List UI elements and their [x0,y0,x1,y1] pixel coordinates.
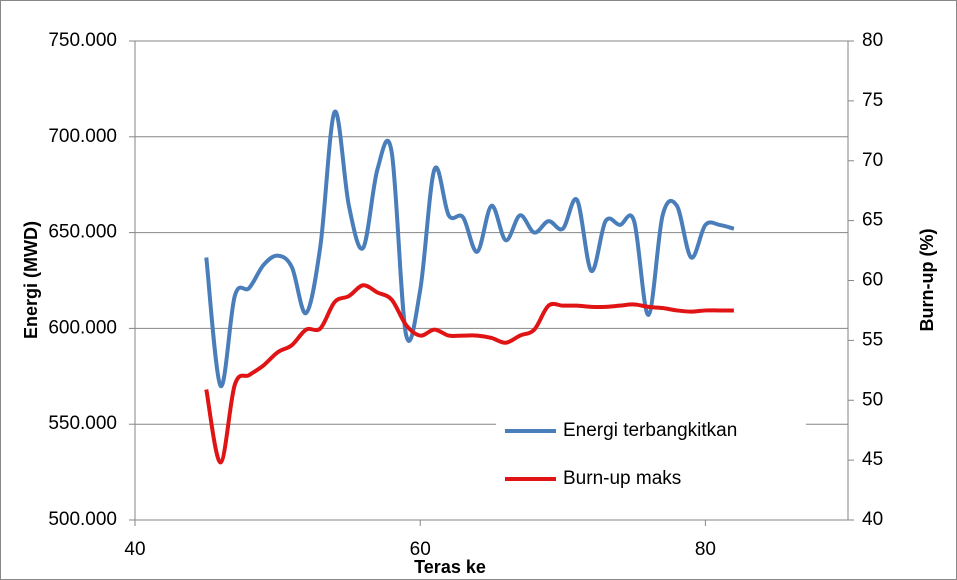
y2-axis-label: Burn-up (%) [917,229,937,332]
y2-tick-label: 70 [862,150,883,171]
y-axis-label: Energi (MWD) [21,221,41,339]
y2-tick-label: 55 [862,329,883,350]
legend-label: Energi terbangkitkan [563,420,737,441]
x-tick-label: 80 [695,539,716,560]
legend-label: Burn-up maks [563,468,681,489]
y-tick-label: 550.000 [48,413,117,434]
y2-tick-label: 65 [862,210,883,231]
y-tick-label: 700.000 [48,126,117,147]
series-line [204,109,735,388]
legend-box [496,405,806,497]
y2-tick-label: 80 [862,30,883,51]
x-axis-label: Teras ke [414,557,486,577]
y2-tick-label: 45 [862,449,883,470]
y-tick-label: 650.000 [48,222,117,243]
y2-tick-label: 40 [862,509,883,530]
y2-tick-label: 75 [862,90,883,111]
series-line [204,283,734,465]
y-tick-label: 500.000 [48,509,117,530]
y2-tick-label: 50 [862,389,883,410]
x-tick-label: 40 [124,539,145,560]
y-tick-label: 750.000 [48,30,117,51]
y-tick-label: 600.000 [48,317,117,338]
y2-tick-label: 60 [862,270,883,291]
x-tick-label: 60 [410,539,431,560]
